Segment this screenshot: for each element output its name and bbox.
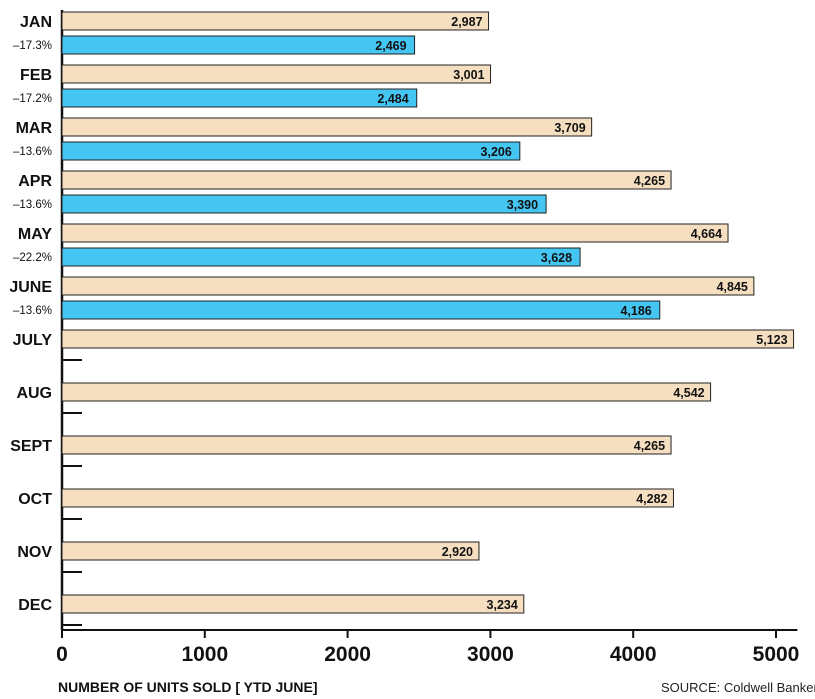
x-tick-label: 5000 [753, 643, 800, 666]
change-label: –13.6% [13, 305, 52, 317]
bar-value-label: 2,920 [442, 545, 473, 559]
bar-tan [61, 11, 490, 31]
bar-value-label: 3,001 [453, 68, 484, 82]
x-tick-label: 2000 [324, 643, 371, 666]
change-label: –17.3% [13, 40, 52, 52]
bar-blue [61, 194, 547, 214]
category-label: JAN [20, 14, 52, 31]
bar-blue [61, 35, 416, 55]
bar-value-label: 3,709 [554, 121, 585, 135]
bar-blue [61, 300, 661, 320]
category-label: AUG [16, 385, 52, 402]
bar-blue [61, 88, 418, 108]
bar-blue [61, 141, 521, 161]
bar-tan [61, 170, 672, 190]
bar-value-label: 4,542 [673, 386, 704, 400]
bar-tan [61, 488, 674, 508]
bar-blue [61, 247, 581, 267]
bar-tan [61, 329, 795, 349]
source-note: SOURCE: Coldwell Banker [661, 680, 815, 695]
bar-tan [61, 541, 480, 561]
change-label: –22.2% [13, 252, 52, 264]
bar-value-label: 3,628 [541, 251, 572, 265]
bar-value-label: 3,206 [481, 145, 512, 159]
bar-value-label: 4,265 [634, 174, 665, 188]
category-label: MAY [18, 226, 52, 243]
x-tick-label: 0 [56, 643, 68, 666]
category-label: NOV [17, 544, 52, 561]
category-label: MAR [16, 120, 53, 137]
bar-tan [61, 64, 492, 84]
bar-tan [61, 117, 593, 137]
category-label: APR [18, 173, 52, 190]
bar-tan [61, 435, 672, 455]
bar-tan [61, 276, 755, 296]
change-label: –13.6% [13, 146, 52, 158]
category-label: JUNE [9, 279, 52, 296]
bar-value-label: 4,265 [634, 439, 665, 453]
bar-value-label: 4,186 [620, 304, 651, 318]
bar-value-label: 2,469 [375, 39, 406, 53]
x-axis-title: NUMBER OF UNITS SOLD [ YTD JUNE] [58, 679, 318, 695]
bar-value-label: 2,484 [377, 92, 408, 106]
bar-tan [61, 382, 712, 402]
change-label: –17.2% [13, 93, 52, 105]
x-tick-label: 3000 [467, 643, 514, 666]
bar-value-label: 4,845 [717, 280, 748, 294]
category-label: DEC [18, 597, 52, 614]
category-label: FEB [20, 67, 52, 84]
x-tick-label: 1000 [181, 643, 228, 666]
bar-value-label: 3,234 [487, 598, 518, 612]
bar-value-label: 4,282 [636, 492, 667, 506]
category-label: OCT [18, 491, 52, 508]
x-tick-label: 4000 [610, 643, 657, 666]
bar-value-label: 5,123 [756, 333, 787, 347]
category-label: SEPT [10, 438, 52, 455]
bar-value-label: 3,390 [507, 198, 538, 212]
bar-value-label: 2,987 [451, 15, 482, 29]
change-label: –13.6% [13, 199, 52, 211]
bar-tan [61, 223, 729, 243]
bar-value-label: 4,664 [691, 227, 722, 241]
bar-tan [61, 594, 525, 614]
category-label: JULY [13, 332, 53, 349]
